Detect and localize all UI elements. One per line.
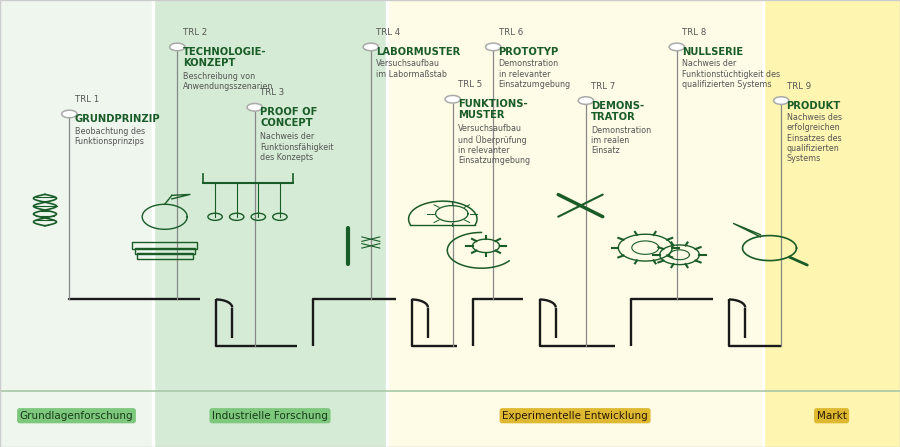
Circle shape	[486, 43, 500, 51]
Text: TRL 1: TRL 1	[75, 95, 99, 104]
Bar	[0, 0, 153, 447]
Text: Demonstration
im realen
Einsatz: Demonstration im realen Einsatz	[591, 126, 652, 155]
Circle shape	[578, 97, 594, 105]
Text: Nachweis der
Funktionsfähigkeit
des Konzepts: Nachweis der Funktionsfähigkeit des Konz…	[260, 132, 334, 162]
Text: Versuchsaufbau
im Labormaßstab: Versuchsaufbau im Labormaßstab	[376, 59, 447, 79]
Text: PROTOTYP: PROTOTYP	[499, 47, 559, 57]
Text: PROOF OF
CONCEPT: PROOF OF CONCEPT	[260, 107, 318, 128]
Circle shape	[61, 110, 77, 118]
Text: GRUNDPRINZIP: GRUNDPRINZIP	[75, 114, 160, 124]
Text: TRL 4: TRL 4	[376, 28, 400, 37]
Text: Markt: Markt	[816, 411, 847, 421]
Text: TRL 2: TRL 2	[183, 28, 207, 37]
Circle shape	[363, 43, 378, 51]
Text: TRL 5: TRL 5	[458, 80, 482, 89]
Text: DEMONS-
TRATOR: DEMONS- TRATOR	[591, 101, 644, 122]
Text: TRL 8: TRL 8	[682, 28, 707, 37]
Text: TRL 9: TRL 9	[787, 82, 811, 91]
Text: NULLSERIE: NULLSERIE	[682, 47, 743, 57]
Text: FUNKTIONS-
MUSTER: FUNKTIONS- MUSTER	[458, 99, 527, 120]
Bar	[153, 0, 387, 447]
Text: TRL 6: TRL 6	[499, 28, 523, 37]
Text: Experimentelle Entwicklung: Experimentelle Entwicklung	[502, 411, 648, 421]
Circle shape	[247, 103, 263, 111]
Text: PRODUKT: PRODUKT	[787, 101, 841, 110]
Circle shape	[169, 43, 185, 51]
Bar	[387, 0, 763, 447]
Bar	[763, 0, 900, 447]
Text: TRL 3: TRL 3	[260, 89, 284, 97]
Text: Industrielle Forschung: Industrielle Forschung	[212, 411, 328, 421]
Text: Beschreibung von
Anwendungsszenarien: Beschreibung von Anwendungsszenarien	[183, 72, 273, 91]
Text: Versuchsaufbau
und Überprüfung
in relevanter
Einsatzumgebung: Versuchsaufbau und Überprüfung in releva…	[458, 124, 530, 165]
Text: LABORMUSTER: LABORMUSTER	[376, 47, 461, 57]
Text: TECHNOLOGIE-
KONZEPT: TECHNOLOGIE- KONZEPT	[183, 47, 266, 68]
Text: TRL 7: TRL 7	[591, 82, 616, 91]
Circle shape	[445, 95, 460, 103]
Text: Beobachtung des
Funktionsprinzips: Beobachtung des Funktionsprinzips	[75, 127, 145, 146]
Circle shape	[774, 97, 788, 105]
Text: Nachweis des
erfolgreichen
Einsatzes des
qualifizierten
Systems: Nachweis des erfolgreichen Einsatzes des…	[787, 113, 842, 163]
Text: Nachweis der
Funktionstüchtigkeit des
qualifizierten Systems: Nachweis der Funktionstüchtigkeit des qu…	[682, 59, 780, 89]
Text: Demonstration
in relevanter
Einsatzumgebung: Demonstration in relevanter Einsatzumgeb…	[499, 59, 571, 89]
Circle shape	[669, 43, 684, 51]
Text: Grundlagenforschung: Grundlagenforschung	[20, 411, 133, 421]
